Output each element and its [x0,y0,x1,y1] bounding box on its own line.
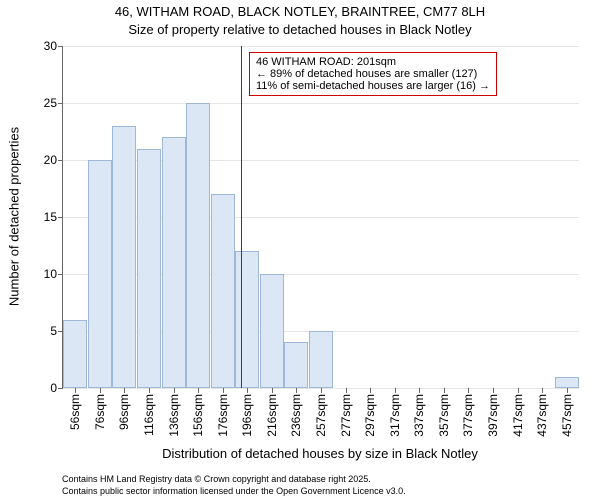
x-tick-mark [468,388,469,393]
plot-area: 051015202530 56sqm76sqm96sqm116sqm136sqm… [62,46,579,389]
x-tick-mark [198,388,199,393]
histogram-bar [137,149,161,388]
grid-line [63,103,579,104]
x-tick-label: 437sqm [535,394,549,437]
x-tick-label: 377sqm [461,394,475,437]
histogram-bar [235,251,259,388]
x-tick-mark [124,388,125,393]
x-tick-label: 216sqm [265,394,279,437]
histogram-bar [88,160,112,388]
histogram-bar [284,342,308,388]
x-tick-label: 357sqm [437,394,451,437]
x-tick-mark [542,388,543,393]
histogram-bar [555,377,579,388]
x-tick-mark [493,388,494,393]
x-tick-mark [567,388,568,393]
x-tick-mark [444,388,445,393]
x-tick-label: 297sqm [363,394,377,437]
x-tick-label: 116sqm [142,394,156,436]
histogram-bar [260,274,284,388]
y-tick-mark [58,331,63,332]
footer-line1: Contains HM Land Registry data © Crown c… [62,474,371,484]
histogram-bar [186,103,210,388]
x-tick-label: 136sqm [167,394,181,437]
x-tick-label: 56sqm [68,394,82,430]
x-tick-mark [100,388,101,393]
y-tick-mark [58,274,63,275]
x-tick-mark [395,388,396,393]
x-tick-mark [419,388,420,393]
annotation-line3: 11% of semi-detached houses are larger (… [256,80,490,92]
annotation-line2: ← 89% of detached houses are smaller (12… [256,68,490,80]
reference-line [241,46,242,388]
y-tick-mark [58,46,63,47]
x-tick-label: 277sqm [339,394,353,437]
x-tick-mark [272,388,273,393]
annotation-line1: 46 WITHAM ROAD: 201sqm [256,56,490,68]
x-tick-label: 337sqm [412,394,426,437]
y-axis-label: Number of detached properties [7,46,22,388]
x-tick-mark [75,388,76,393]
y-tick-mark [58,217,63,218]
grid-line [63,46,579,47]
x-tick-label: 236sqm [289,394,303,437]
x-tick-label: 96sqm [117,394,131,430]
histogram-bar [112,126,136,388]
x-tick-mark [370,388,371,393]
histogram-bar [211,194,235,388]
x-tick-label: 417sqm [511,394,525,437]
y-tick-mark [58,160,63,161]
y-tick-mark [58,388,63,389]
x-axis-label: Distribution of detached houses by size … [62,446,578,461]
x-tick-label: 76sqm [93,394,107,430]
histogram-bar [162,137,186,388]
footer-line2: Contains public sector information licen… [62,486,406,496]
annotation-box: 46 WITHAM ROAD: 201sqm ← 89% of detached… [249,52,497,96]
x-tick-mark [149,388,150,393]
x-tick-mark [174,388,175,393]
x-tick-label: 317sqm [388,394,402,437]
chart-title-line1: 46, WITHAM ROAD, BLACK NOTLEY, BRAINTREE… [0,4,600,19]
x-tick-label: 156sqm [191,394,205,437]
x-tick-label: 196sqm [240,394,254,437]
x-tick-label: 457sqm [560,394,574,437]
x-tick-mark [518,388,519,393]
x-tick-mark [296,388,297,393]
chart-title-line2: Size of property relative to detached ho… [0,22,600,37]
y-tick-mark [58,103,63,104]
x-tick-mark [247,388,248,393]
x-tick-label: 176sqm [216,394,230,437]
x-tick-mark [321,388,322,393]
x-tick-label: 397sqm [486,394,500,437]
histogram-bar [63,320,87,388]
x-tick-label: 257sqm [314,394,328,437]
histogram-bar [309,331,333,388]
x-tick-mark [346,388,347,393]
x-tick-mark [223,388,224,393]
chart-container: 46, WITHAM ROAD, BLACK NOTLEY, BRAINTREE… [0,0,600,500]
